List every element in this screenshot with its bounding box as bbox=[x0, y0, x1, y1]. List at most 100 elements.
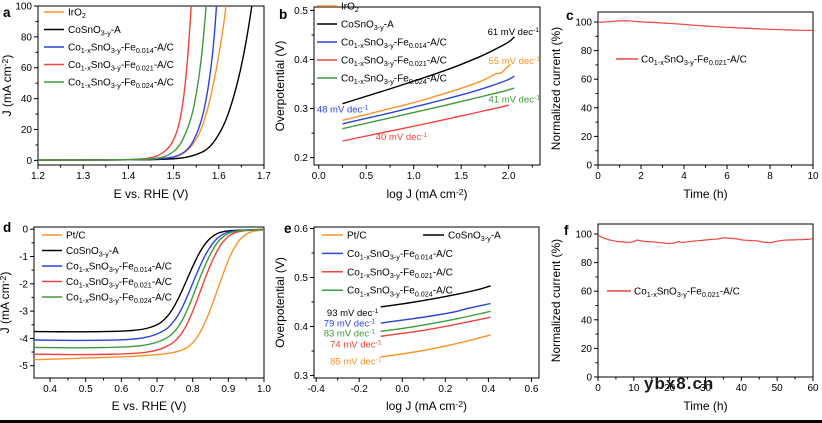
svg-text:50: 50 bbox=[772, 383, 784, 394]
panel-a-y-axis-title: J (mA cm-2) bbox=[0, 55, 14, 117]
svg-text:80: 80 bbox=[581, 258, 593, 269]
svg-text:40: 40 bbox=[581, 315, 593, 326]
panel-f-y-axis-title: Normalized current (%) bbox=[549, 239, 563, 362]
tafel-slope-annotation: 40 mV dec-1 bbox=[376, 132, 428, 143]
panel-d-ticks bbox=[30, 228, 265, 382]
panel-b-tick-labels: 0.0 0.5 1.0 1.5 2.0 0.2 0.3 0.4 0.5 bbox=[294, 6, 516, 182]
legend-label: Co1-xSnO3-y-Fe0.014-A/C bbox=[341, 38, 447, 51]
svg-text:0.9: 0.9 bbox=[221, 384, 235, 395]
series-Pt-C bbox=[34, 229, 264, 361]
series-Co1-xSnO3-y-Fe0.024-A/C bbox=[38, 6, 207, 161]
panel-c-legend: Co1-xSnO3-y-Fe0.021-A/C bbox=[616, 55, 747, 67]
series-Co1-xSnO3-y-Fe0.021-A/C bbox=[342, 104, 509, 142]
svg-text:0.2: 0.2 bbox=[294, 153, 308, 164]
panel-a-series bbox=[38, 6, 253, 161]
svg-text:2: 2 bbox=[638, 171, 644, 182]
svg-text:60: 60 bbox=[21, 63, 33, 74]
series-CoSnO3-y-A bbox=[380, 285, 491, 308]
series-Co1-xSnO3-y-Fe0.021-A/C bbox=[598, 234, 813, 245]
panel-b-ticks bbox=[310, 9, 533, 169]
series-Co1-xSnO3-y-Fe0.021-A/C bbox=[34, 229, 264, 356]
svg-text:60: 60 bbox=[581, 75, 593, 86]
svg-text:0.4: 0.4 bbox=[294, 322, 308, 333]
panel-d-y-axis-title: J (mA cm-2) bbox=[0, 272, 12, 334]
svg-text:0.6: 0.6 bbox=[525, 384, 539, 395]
panel-b-series bbox=[342, 36, 515, 142]
panel-f-tick-labels: 0 10 20 30 40 50 60 0 20 40 60 80 100 bbox=[575, 230, 819, 394]
panel-f-legend: Co1-xSnO3-y-Fe0.021-A/C bbox=[607, 287, 740, 300]
legend-label: Pt/C bbox=[347, 231, 366, 242]
panel-d-chart: 0.4 0.5 0.6 0.7 0.8 0.9 1.0 0 -1 -2 -3 -4 -5 E vs. RH… bbox=[0, 220, 271, 413]
svg-text:4: 4 bbox=[681, 171, 687, 182]
panel-c-x-axis-title: Time (h) bbox=[683, 187, 727, 201]
svg-text:40: 40 bbox=[21, 94, 33, 105]
tafel-slope-annotation: 85 mV dec-1 bbox=[330, 356, 382, 367]
series-Co1-xSnO3-y-Fe0.014-A/C bbox=[380, 302, 491, 324]
series-CoSnO3-y-A bbox=[34, 228, 264, 333]
legend-label: CoSnO3-y-A bbox=[68, 25, 121, 38]
svg-text:100: 100 bbox=[575, 230, 592, 241]
svg-text:0: 0 bbox=[595, 383, 601, 394]
panel-d-letter: d bbox=[3, 220, 11, 235]
panel-f-series bbox=[598, 234, 813, 245]
panel-a-x-axis-title: E vs. RHE (V) bbox=[114, 187, 189, 201]
series-Co1-xSnO3-y-Fe0.024-A/C bbox=[380, 310, 491, 333]
svg-text:-0.2: -0.2 bbox=[351, 384, 369, 395]
svg-text:0: 0 bbox=[22, 225, 28, 236]
panel-e-series bbox=[380, 285, 491, 358]
tafel-slope-annotation: 55 mV dec-1 bbox=[489, 56, 541, 67]
panel-e-chart: -0.4 -0.2 0.0 0.2 0.4 0.6 0.3 0.4 0.5 0.6 log J (m… bbox=[274, 221, 540, 413]
svg-text:0.6: 0.6 bbox=[294, 224, 308, 235]
panel-c-letter: c bbox=[566, 8, 574, 23]
panel-e-y-axis-title: Overpotential (V) bbox=[274, 257, 287, 348]
series-CoSnO3-y-A bbox=[38, 6, 253, 161]
watermark-text: ybx8.cn bbox=[644, 374, 715, 393]
legend-label: IrO2 bbox=[341, 2, 359, 15]
legend-label: Co1-xSnO3-y-Fe0.021-A/C bbox=[634, 287, 740, 300]
panel-b-letter: b bbox=[279, 7, 287, 22]
svg-text:0: 0 bbox=[595, 171, 601, 182]
svg-text:80: 80 bbox=[21, 32, 33, 43]
panel-f-x-axis-title: Time (h) bbox=[683, 399, 727, 413]
svg-text:1.6: 1.6 bbox=[212, 171, 226, 182]
series-Co1-xSnO3-y-Fe0.021-A/C bbox=[380, 316, 491, 337]
tafel-slope-annotation: 83 mV dec-1 bbox=[324, 328, 376, 339]
panel-c-ticks bbox=[594, 21, 814, 169]
svg-text:1.0: 1.0 bbox=[407, 171, 421, 182]
legend-label: Co1-xSnO3-y-Fe0.014-A/C bbox=[68, 43, 174, 56]
panel-b-x-axis-title: log J (mA cm-2) bbox=[386, 187, 467, 201]
svg-text:10: 10 bbox=[628, 383, 640, 394]
panel-d-axes-frame bbox=[33, 226, 265, 379]
svg-text:-5: -5 bbox=[19, 361, 28, 372]
legend-label: Co1-xSnO3-y-Fe0.024-A/C bbox=[347, 286, 453, 299]
series-Co1-xSnO3-y-Fe0.024-A/C bbox=[34, 228, 264, 349]
svg-text:0: 0 bbox=[586, 373, 592, 384]
svg-text:60: 60 bbox=[807, 383, 819, 394]
panel-f-chart: 0 10 20 30 40 50 60 0 20 40 60 80 100 Time (h) Normali… bbox=[549, 223, 819, 413]
svg-text:0.8: 0.8 bbox=[186, 384, 200, 395]
svg-text:0.5: 0.5 bbox=[359, 171, 373, 182]
legend-label: Co1-xSnO3-y-Fe0.021-A/C bbox=[68, 60, 174, 73]
svg-text:100: 100 bbox=[15, 2, 32, 13]
svg-text:80: 80 bbox=[581, 46, 593, 57]
legend-label: IrO2 bbox=[68, 8, 86, 21]
panel-a-letter: a bbox=[3, 5, 11, 20]
bottom-border bbox=[0, 420, 822, 423]
svg-text:0: 0 bbox=[586, 161, 592, 172]
panel-d-series bbox=[34, 228, 264, 361]
legend-label: Co1-xSnO3-y-Fe0.024-A/C bbox=[341, 74, 447, 87]
svg-text:60: 60 bbox=[581, 287, 593, 298]
svg-text:0.0: 0.0 bbox=[312, 171, 326, 182]
panel-e-legend: Pt/C CoSnO3-y-A Co1-xSnO3-y-Fe0.014-A/C Co1… bbox=[322, 231, 501, 299]
legend-label: Pt/C bbox=[66, 231, 85, 242]
legend-label: Co1-xSnO3-y-Fe0.021-A/C bbox=[66, 277, 172, 290]
legend-label: Co1-xSnO3-y-Fe0.021-A/C bbox=[347, 267, 453, 280]
svg-text:0.4: 0.4 bbox=[43, 384, 57, 395]
tafel-slope-annotation: 79 mV dec-1 bbox=[324, 319, 376, 330]
series-Pt-C bbox=[380, 334, 491, 358]
svg-text:-4: -4 bbox=[19, 334, 28, 345]
legend-label: CoSnO3-y-A bbox=[341, 20, 394, 33]
panel-f-ticks bbox=[594, 233, 814, 381]
